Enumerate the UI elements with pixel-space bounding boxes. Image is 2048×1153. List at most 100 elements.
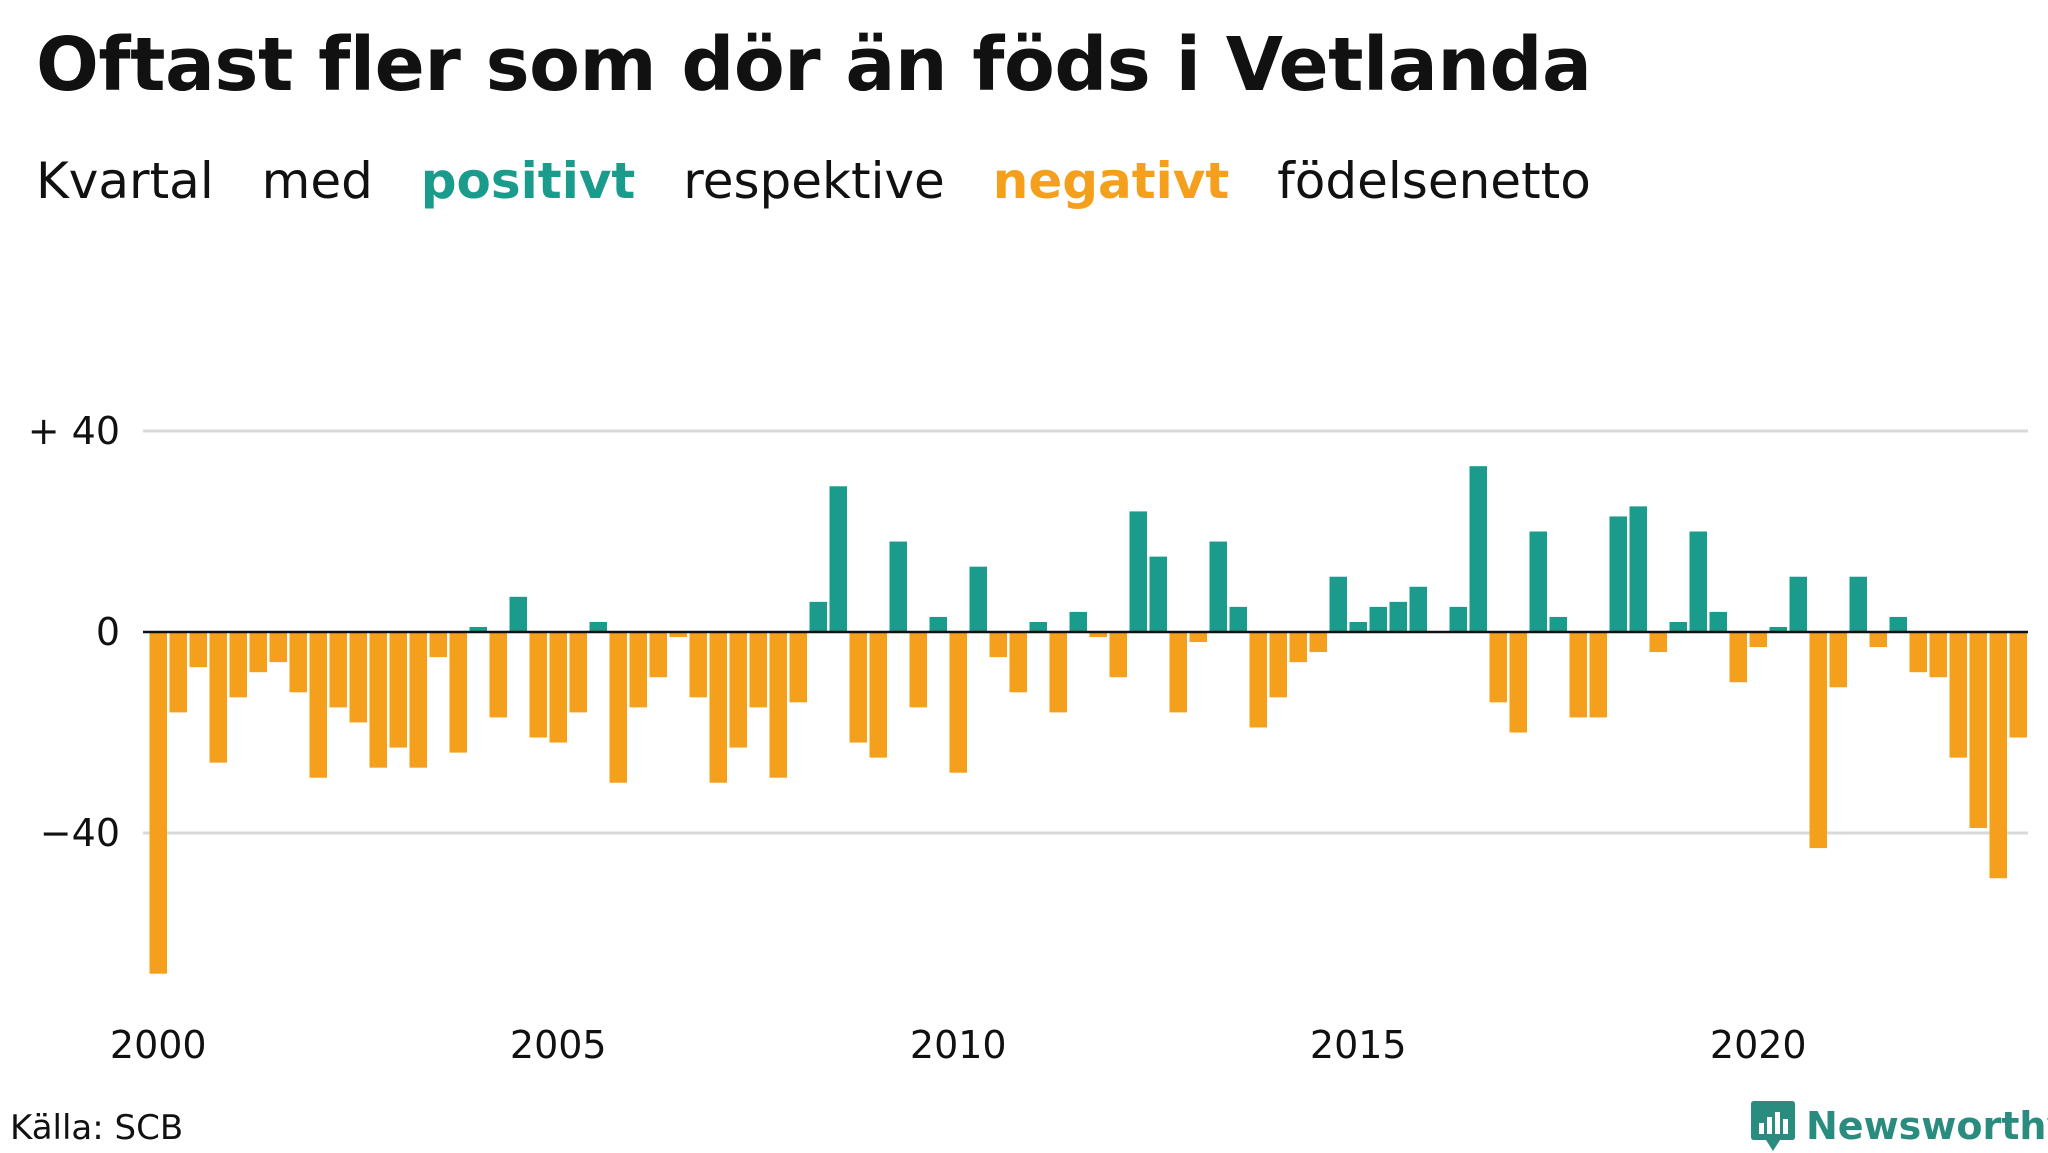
bar bbox=[149, 632, 167, 974]
subtitle-positive-keyword: positivt bbox=[420, 152, 636, 210]
bar bbox=[269, 632, 287, 663]
bar bbox=[1569, 632, 1587, 718]
bar bbox=[1849, 576, 1867, 632]
logo-text: Newsworthy bbox=[1806, 1104, 2048, 1148]
bar bbox=[1989, 632, 2007, 879]
bar bbox=[429, 632, 447, 658]
bar bbox=[1469, 466, 1487, 632]
bar bbox=[409, 632, 427, 768]
bar bbox=[509, 596, 527, 632]
source-label: Källa: SCB bbox=[10, 1108, 184, 1148]
bar bbox=[909, 632, 927, 708]
bar bbox=[849, 632, 867, 743]
bar bbox=[789, 632, 807, 703]
bar bbox=[1209, 541, 1227, 632]
bar bbox=[1789, 576, 1807, 632]
bar bbox=[449, 632, 467, 753]
bar-chart-logo-icon bbox=[1751, 1101, 1795, 1151]
bar bbox=[1909, 632, 1927, 673]
bar bbox=[1289, 632, 1307, 663]
bar bbox=[369, 632, 387, 768]
bar bbox=[869, 632, 887, 758]
bar bbox=[1869, 632, 1887, 648]
bar bbox=[309, 632, 327, 778]
bar bbox=[809, 601, 827, 632]
bar bbox=[609, 632, 627, 783]
bar bbox=[949, 632, 967, 773]
bar bbox=[469, 626, 487, 632]
bar bbox=[1749, 632, 1767, 648]
chart-title: Oftast fler som dör än föds i Vetlanda bbox=[36, 22, 1592, 108]
bars bbox=[149, 466, 2027, 974]
subtitle-word-net-births: födelsenetto bbox=[1277, 152, 1591, 210]
bar bbox=[669, 632, 687, 638]
bar bbox=[569, 632, 587, 713]
bar bbox=[1329, 576, 1347, 632]
subtitle-word-quarter: Kvartal bbox=[36, 152, 214, 210]
bar bbox=[1049, 632, 1067, 713]
bar bbox=[1009, 632, 1027, 693]
x-tick-label: 2015 bbox=[1310, 1023, 1407, 1067]
bar bbox=[729, 632, 747, 748]
newsworthy-logo: Newsworthy bbox=[1750, 1099, 2048, 1153]
bar bbox=[1409, 586, 1427, 632]
bar bbox=[689, 632, 707, 698]
bar bbox=[1149, 556, 1167, 632]
bar bbox=[1589, 632, 1607, 718]
bar bbox=[1189, 632, 1207, 643]
bar bbox=[1649, 632, 1667, 653]
bar bbox=[1229, 606, 1247, 632]
bar bbox=[1689, 531, 1707, 632]
bar bbox=[749, 632, 767, 708]
x-tick-label: 2010 bbox=[910, 1023, 1007, 1067]
bar bbox=[1249, 632, 1267, 728]
bar bbox=[529, 632, 547, 738]
bar bbox=[329, 632, 347, 708]
bar bbox=[769, 632, 787, 778]
bar bbox=[1769, 626, 1787, 632]
x-axis-labels: 2000 2005 2010 2015 2020 bbox=[110, 1023, 1807, 1067]
bar bbox=[289, 632, 307, 693]
y-tick-label: + 40 bbox=[28, 409, 120, 453]
bar bbox=[349, 632, 367, 723]
bar bbox=[589, 621, 607, 632]
bar bbox=[549, 632, 567, 743]
bar bbox=[2009, 632, 2027, 738]
x-tick-label: 2000 bbox=[110, 1023, 207, 1067]
bar bbox=[1349, 621, 1367, 632]
bar bbox=[1889, 616, 1907, 632]
bar bbox=[929, 616, 947, 632]
subtitle-negative-keyword: negativt bbox=[992, 152, 1230, 210]
bar bbox=[249, 632, 267, 673]
bar bbox=[1629, 506, 1647, 632]
bar bbox=[1969, 632, 1987, 828]
bar bbox=[829, 486, 847, 632]
bar bbox=[629, 632, 647, 708]
bar bbox=[189, 632, 207, 668]
bar bbox=[1389, 601, 1407, 632]
bar bbox=[649, 632, 667, 678]
bar bbox=[1549, 616, 1567, 632]
bar bbox=[1509, 632, 1527, 733]
bar bbox=[1089, 632, 1107, 638]
y-tick-label: −40 bbox=[40, 811, 120, 855]
bar bbox=[709, 632, 727, 783]
bar bbox=[1949, 632, 1967, 758]
bar bbox=[1929, 632, 1947, 678]
bar bbox=[1129, 511, 1147, 632]
bar bbox=[489, 632, 507, 718]
y-tick-label: 0 bbox=[96, 610, 120, 654]
bar bbox=[1709, 611, 1727, 632]
x-tick-label: 2020 bbox=[1710, 1023, 1807, 1067]
y-axis-labels: + 40 0 −40 bbox=[28, 409, 120, 855]
bar bbox=[209, 632, 227, 763]
bar bbox=[1109, 632, 1127, 678]
bar bbox=[969, 566, 987, 632]
bar bbox=[1809, 632, 1827, 849]
bar bbox=[229, 632, 247, 698]
bar bbox=[989, 632, 1007, 658]
bar bbox=[1829, 632, 1847, 688]
bar bbox=[1489, 632, 1507, 703]
bar bbox=[1029, 621, 1047, 632]
